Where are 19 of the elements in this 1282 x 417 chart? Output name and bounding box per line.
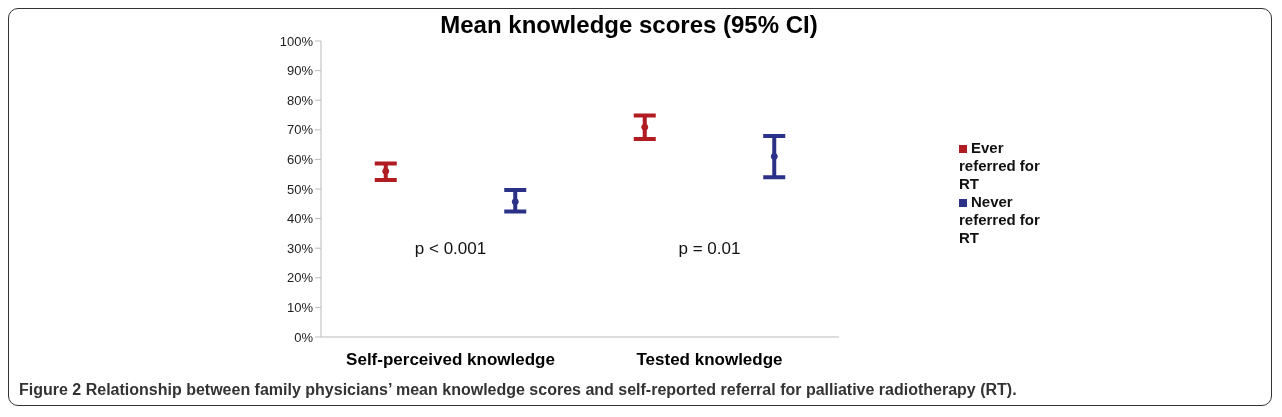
y-tick-label: 30% [286, 240, 314, 256]
y-tick-label: 10% [286, 300, 314, 316]
y-tick-label: 50% [286, 181, 314, 197]
y-tick-label: 70% [286, 122, 314, 138]
y-tick-label: 60% [286, 152, 314, 168]
x-tick-label: Tested knowledge [636, 350, 783, 370]
legend-label: Ever referred for RT [959, 139, 1040, 192]
y-tick-label: 0% [294, 329, 314, 345]
annotation: p < 0.001 [414, 239, 487, 259]
x-tick-label: Self-perceived knowledge [346, 350, 555, 370]
y-tick-label: 100% [279, 33, 314, 49]
annotation: p = 0.01 [678, 239, 741, 259]
y-tick-label: 20% [286, 270, 314, 286]
y-tick-label: 90% [286, 63, 314, 79]
caption: Figure 2 Relationship between family physicians’ mean knowledge scores and self-reported referral for palliative radiotherapy (RT). [19, 381, 1017, 399]
legend-label: Never referred for RT [959, 193, 1040, 246]
y-tick-label: 80% [286, 92, 314, 108]
chart-title: Mean knowledge scores (95% CI) [439, 11, 819, 39]
y-tick-label: 40% [286, 211, 314, 227]
